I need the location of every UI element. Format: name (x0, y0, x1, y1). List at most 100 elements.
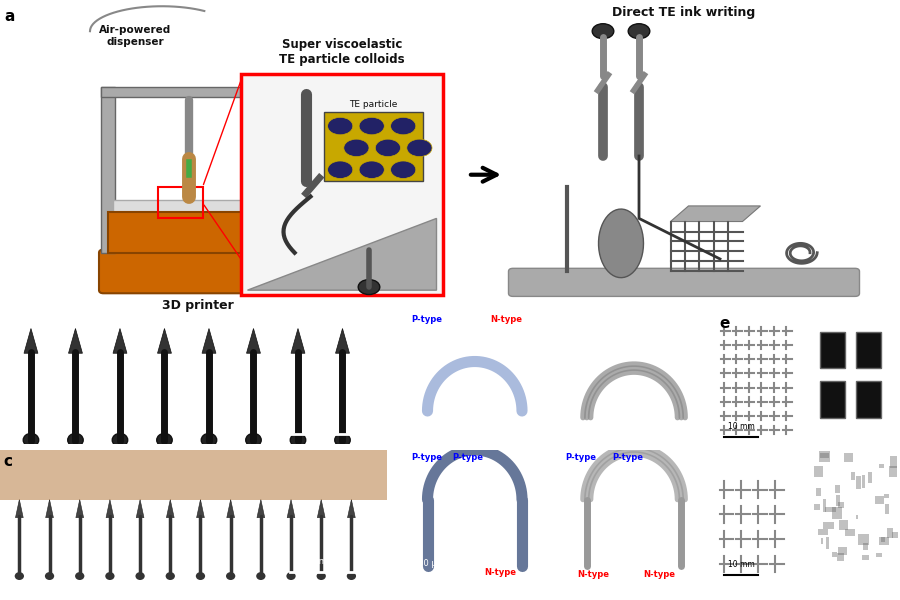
Polygon shape (106, 499, 113, 518)
Bar (878, 536, 889, 545)
Text: d: d (399, 316, 410, 331)
Polygon shape (670, 206, 760, 221)
Bar (819, 451, 830, 462)
Circle shape (112, 433, 128, 446)
Circle shape (358, 280, 380, 295)
Polygon shape (158, 329, 171, 353)
Polygon shape (46, 499, 53, 518)
Bar (858, 535, 868, 545)
Text: 500 μm: 500 μm (413, 559, 445, 568)
Circle shape (359, 161, 384, 178)
Text: 10 mm: 10 mm (727, 422, 754, 431)
Text: Air-powered
dispenser: Air-powered dispenser (99, 25, 171, 47)
Bar (836, 495, 840, 506)
Bar (879, 464, 884, 468)
Bar (821, 382, 845, 418)
Text: N-type: N-type (484, 568, 517, 577)
Bar (850, 472, 855, 480)
Polygon shape (202, 329, 216, 353)
Polygon shape (248, 218, 436, 290)
Bar (816, 488, 821, 496)
Circle shape (157, 433, 172, 446)
Bar (832, 552, 837, 557)
Text: TE particle: TE particle (349, 100, 398, 109)
Bar (839, 520, 848, 530)
Text: P-type: P-type (453, 453, 483, 462)
Text: b: b (4, 316, 14, 331)
Bar (821, 538, 824, 544)
Bar (857, 382, 881, 418)
Polygon shape (227, 499, 235, 518)
Polygon shape (347, 499, 356, 518)
Circle shape (45, 572, 54, 580)
Polygon shape (196, 499, 204, 518)
Text: 2 mm: 2 mm (310, 557, 336, 566)
Bar (834, 485, 840, 493)
Circle shape (196, 572, 205, 580)
Bar (886, 504, 889, 514)
Bar (861, 556, 869, 560)
Polygon shape (318, 499, 325, 518)
Bar (825, 506, 836, 512)
Bar (845, 529, 855, 536)
Bar (856, 476, 861, 489)
Circle shape (407, 139, 432, 157)
Text: 500 μm: 500 μm (826, 422, 855, 431)
Polygon shape (113, 329, 127, 353)
Bar (876, 553, 881, 557)
Circle shape (202, 433, 217, 446)
Text: Direct TE ink writing: Direct TE ink writing (612, 6, 756, 19)
Bar (158, 187, 202, 218)
Circle shape (14, 572, 24, 580)
Circle shape (246, 433, 261, 446)
Polygon shape (336, 329, 349, 353)
Polygon shape (166, 499, 175, 518)
Bar (868, 472, 872, 482)
Text: N-type: N-type (491, 315, 523, 324)
Bar (324, 112, 423, 181)
Text: P-type: P-type (412, 315, 443, 324)
Text: P-type: P-type (412, 453, 443, 462)
Bar (108, 212, 270, 253)
Text: c: c (4, 454, 13, 469)
Polygon shape (291, 329, 305, 353)
Bar (824, 499, 826, 512)
Circle shape (75, 572, 85, 580)
Bar (889, 466, 897, 478)
Text: a: a (4, 10, 15, 25)
Circle shape (226, 572, 235, 580)
FancyBboxPatch shape (99, 250, 279, 293)
Circle shape (628, 24, 650, 38)
Polygon shape (257, 499, 265, 518)
Polygon shape (247, 329, 260, 353)
Text: 3D printer: 3D printer (162, 299, 234, 312)
Text: P-type: P-type (565, 453, 596, 462)
Bar (856, 515, 859, 519)
Bar (838, 502, 844, 508)
Polygon shape (287, 499, 295, 518)
Bar (837, 553, 844, 562)
Circle shape (592, 24, 614, 38)
Bar (892, 532, 898, 538)
Text: 500 μm: 500 μm (413, 421, 445, 430)
Circle shape (359, 118, 384, 135)
Text: P-type: P-type (612, 453, 643, 462)
Bar (844, 453, 853, 462)
Text: 2 mm: 2 mm (310, 419, 336, 428)
Circle shape (166, 572, 175, 580)
Circle shape (391, 118, 416, 135)
Text: Super viscoelastic
TE particle colloids: Super viscoelastic TE particle colloids (279, 38, 405, 65)
Circle shape (344, 139, 369, 157)
Bar (814, 466, 823, 476)
Circle shape (335, 433, 350, 446)
Bar (838, 547, 847, 555)
Bar (814, 505, 820, 510)
Bar (887, 527, 893, 538)
Text: 250 μm: 250 μm (822, 560, 850, 569)
Bar (824, 522, 834, 529)
Circle shape (286, 572, 296, 580)
FancyBboxPatch shape (241, 74, 443, 295)
Circle shape (136, 572, 145, 580)
Bar (101, 88, 115, 253)
Polygon shape (136, 499, 144, 518)
